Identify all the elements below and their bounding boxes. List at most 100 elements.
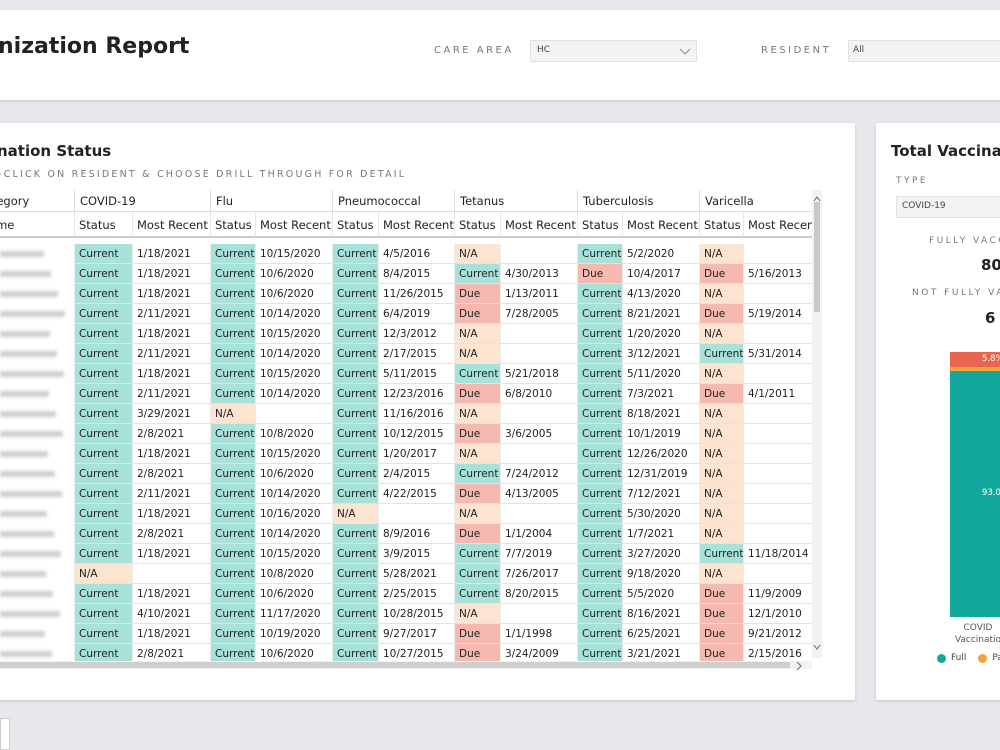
date-cell: 8/18/2021 xyxy=(622,404,699,424)
date-cell: 9/21/2012 xyxy=(743,624,812,644)
date-cell xyxy=(743,284,812,304)
kpi-value: 6 xyxy=(985,309,996,327)
group-header: Pneumococcal xyxy=(332,190,454,212)
report-title: nization Report xyxy=(0,34,190,59)
status-cell: Current xyxy=(577,444,622,464)
blurred-name xyxy=(0,471,55,477)
status-cell: N/A xyxy=(699,564,743,584)
date-cell: 2/11/2021 xyxy=(132,484,210,504)
h-scrollbar[interactable] xyxy=(0,661,812,669)
dropdown-value: HC xyxy=(537,45,551,55)
legend-dot xyxy=(937,654,946,663)
resident-dropdown[interactable]: All xyxy=(848,40,1000,62)
date-cell: 1/7/2021 xyxy=(622,524,699,544)
date-cell: 2/8/2021 xyxy=(132,464,210,484)
status-cell: Current xyxy=(74,244,132,264)
date-cell: 12/3/2012 xyxy=(378,324,454,344)
date-cell: 4/22/2015 xyxy=(378,484,454,504)
column-header: Status xyxy=(74,212,132,238)
date-cell: 5/5/2020 xyxy=(622,584,699,604)
date-cell: 12/1/2010 xyxy=(743,604,812,624)
status-cell: Current xyxy=(332,624,378,644)
status-cell: Current xyxy=(577,404,622,424)
blurred-name xyxy=(0,571,46,577)
date-cell: 10/16/2020 xyxy=(255,504,332,524)
summary-title: Total Vaccinate xyxy=(891,142,1000,160)
page-tab[interactable] xyxy=(0,718,10,750)
status-cell: N/A xyxy=(699,284,743,304)
status-cell: Current xyxy=(454,464,500,484)
scroll-arrows xyxy=(813,196,821,650)
date-cell: 2/11/2021 xyxy=(132,304,210,324)
table-title: nation Status xyxy=(0,142,112,160)
status-cell: Current xyxy=(74,484,132,504)
date-cell: 12/26/2020 xyxy=(622,444,699,464)
status-cell: N/A xyxy=(210,404,255,424)
status-cell: N/A xyxy=(699,424,743,444)
status-cell: Current xyxy=(74,444,132,464)
date-cell: 8/16/2021 xyxy=(622,604,699,624)
dropdown-value: All xyxy=(853,45,865,55)
date-cell: 10/6/2020 xyxy=(255,584,332,604)
status-cell: Current xyxy=(210,384,255,404)
date-cell: 1/20/2020 xyxy=(622,324,699,344)
status-cell: Current xyxy=(577,324,622,344)
status-cell: Current xyxy=(332,464,378,484)
group-header: Tetanus xyxy=(454,190,577,212)
date-cell: 1/18/2021 xyxy=(132,444,210,464)
status-cell: Current xyxy=(332,644,378,664)
column-header: Most Recent xyxy=(378,212,454,238)
scroll-thumb[interactable] xyxy=(814,202,820,312)
status-cell: N/A xyxy=(699,324,743,344)
status-cell: Current xyxy=(74,544,132,564)
status-cell: Current xyxy=(332,324,378,344)
column-header: Status xyxy=(454,212,500,238)
blurred-name xyxy=(0,491,62,497)
date-cell: 6/4/2019 xyxy=(378,304,454,324)
status-cell: Current xyxy=(454,264,500,284)
date-cell: 2/15/2016 xyxy=(743,644,812,664)
status-cell: Current xyxy=(210,324,255,344)
scroll-thumb[interactable] xyxy=(0,662,790,668)
date-cell xyxy=(500,504,577,524)
date-cell xyxy=(743,404,812,424)
date-cell: 5/30/2020 xyxy=(622,504,699,524)
status-cell: Current xyxy=(332,384,378,404)
v-scrollbar[interactable] xyxy=(812,190,822,658)
date-cell xyxy=(743,564,812,584)
date-cell: 5/11/2020 xyxy=(622,364,699,384)
date-cell: 10/6/2020 xyxy=(255,264,332,284)
date-cell: 10/14/2020 xyxy=(255,524,332,544)
status-cell: Due xyxy=(454,304,500,324)
date-cell xyxy=(743,504,812,524)
date-cell: 9/18/2020 xyxy=(622,564,699,584)
status-cell: Current xyxy=(332,444,378,464)
date-cell: 7/7/2019 xyxy=(500,544,577,564)
date-cell: 4/30/2013 xyxy=(500,264,577,284)
column-header: Most Recent xyxy=(255,212,332,238)
status-cell: N/A xyxy=(699,404,743,424)
legend-dot xyxy=(978,654,988,663)
status-cell: Current xyxy=(332,304,378,324)
kpi-label: NOT FULLY VA xyxy=(912,288,1000,298)
data-label: 5.8% xyxy=(982,353,1000,364)
column-header: Most Recent xyxy=(622,212,699,238)
status-cell: Current xyxy=(74,304,132,324)
date-cell: 1/18/2021 xyxy=(132,504,210,524)
date-cell: 10/14/2020 xyxy=(255,304,332,324)
date-cell: 10/14/2020 xyxy=(255,344,332,364)
filter-label: CARE AREA xyxy=(434,45,514,56)
type-dropdown[interactable]: COVID-19 xyxy=(896,196,1000,218)
status-cell: N/A xyxy=(454,504,500,524)
status-cell: Current xyxy=(210,624,255,644)
date-cell: 11/17/2020 xyxy=(255,604,332,624)
date-cell: 10/12/2015 xyxy=(378,424,454,444)
date-cell: 1/18/2021 xyxy=(132,284,210,304)
date-cell: 1/18/2021 xyxy=(132,264,210,284)
date-cell xyxy=(500,444,577,464)
date-cell: 7/26/2017 xyxy=(500,564,577,584)
status-table: e CategoryCOVID-19FluPneumococcalTetanus… xyxy=(0,190,819,664)
status-cell: Due xyxy=(454,524,500,544)
care-area-dropdown[interactable]: HC xyxy=(530,40,697,62)
status-cell: Current xyxy=(332,584,378,604)
